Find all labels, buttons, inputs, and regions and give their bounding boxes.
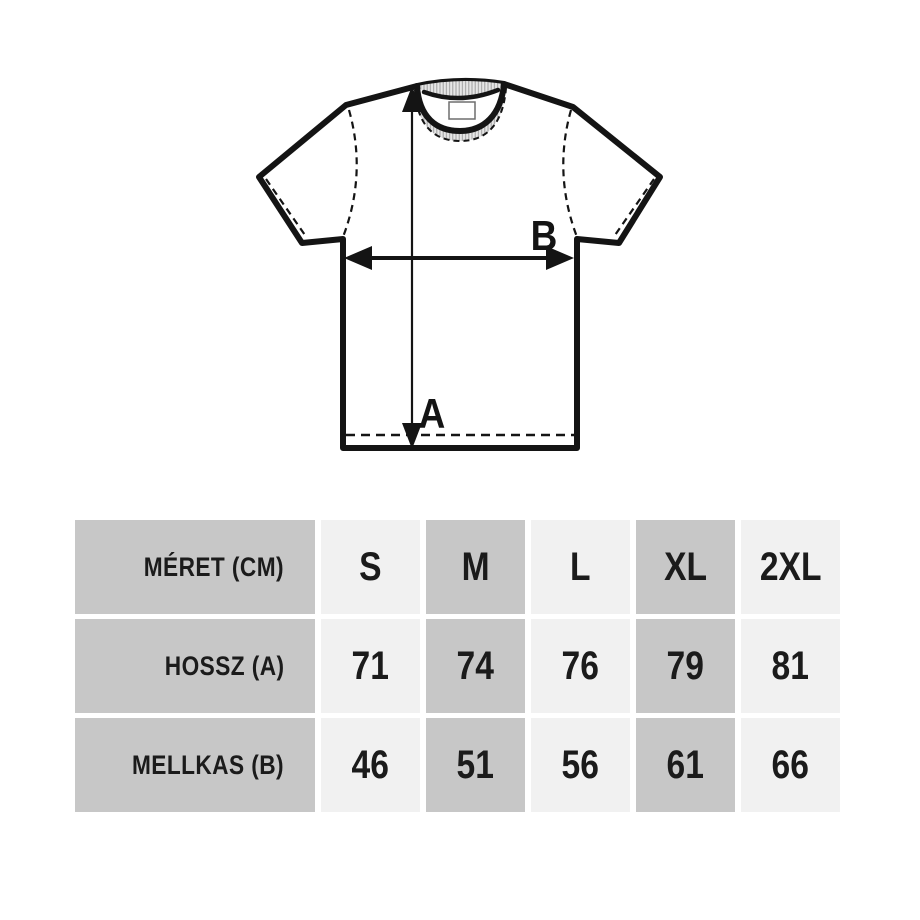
size-l-text: L [570,544,591,589]
chest-arrowhead-right [546,246,574,270]
header-cell-size-s: S [321,520,420,614]
header-cell-size-l: L [531,520,630,614]
header-label-text: MÉRET (CM) [143,551,284,582]
value-hossz-l: 76 [531,619,630,713]
value-text: 71 [351,643,390,688]
value-text: 61 [666,742,705,787]
armhole-seam-left-dashed [341,109,358,238]
length-arrowhead-top [402,86,422,112]
value-hossz-s: 71 [321,619,420,713]
chest-arrow-b: B [344,213,574,270]
value-hossz-xl: 79 [636,619,735,713]
row-label-mellkas: MELLKAS (B) [75,718,315,812]
value-text: 79 [666,643,705,688]
value-hossz-2xl: 81 [741,619,840,713]
header-cell-size-2xl: 2XL [741,520,840,614]
neck-tag [448,101,476,120]
header-cell-size-m: M [426,520,525,614]
value-hossz-m: 74 [426,619,525,713]
chest-arrowhead-left [344,246,372,270]
value-text: 74 [456,643,495,688]
value-text: 76 [561,643,600,688]
header-cell-meret: MÉRET (CM) [75,520,315,614]
value-mellkas-l: 56 [531,718,630,812]
size-table: MÉRET (CM) S M L XL 2XL HOSSZ (A) 71 74 … [75,520,840,812]
value-text: 81 [771,643,810,688]
size-m-text: M [461,544,490,589]
size-2xl-text: 2XL [759,544,822,589]
value-text: 66 [771,742,810,787]
collar-back-seam [421,87,501,101]
value-mellkas-s: 46 [321,718,420,812]
length-label: A [419,391,446,438]
value-text: 46 [351,742,390,787]
length-arrow-a: A [402,86,445,449]
chest-label: B [531,213,558,260]
value-mellkas-2xl: 66 [741,718,840,812]
size-s-text: S [359,544,382,589]
value-mellkas-m: 51 [426,718,525,812]
size-xl-text: XL [664,544,707,589]
length-arrowhead-bottom [402,423,422,449]
row-label-mellkas-text: MELLKAS (B) [131,749,284,780]
row-label-hossz-text: HOSSZ (A) [164,650,284,681]
collar-front-edge [414,81,507,135]
tshirt-diagram: A B [256,77,663,451]
row-label-hossz: HOSSZ (A) [75,619,315,713]
armhole-seam-right-dashed [562,109,579,238]
value-text: 56 [561,742,600,787]
value-text: 51 [456,742,495,787]
value-mellkas-xl: 61 [636,718,735,812]
header-cell-size-xl: XL [636,520,735,614]
